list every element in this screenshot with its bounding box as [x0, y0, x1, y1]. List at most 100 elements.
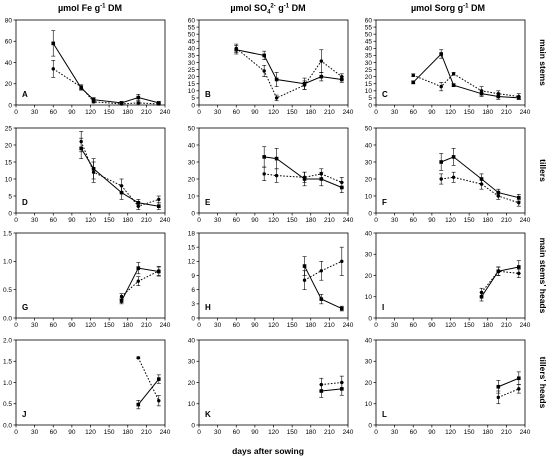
y-tick-label: 45	[188, 39, 196, 46]
y-tick-label: 30	[365, 159, 373, 166]
y-tick-label: 40	[5, 60, 13, 67]
data-point	[319, 74, 324, 79]
panel-label: F	[382, 198, 387, 207]
y-tick-label: 0	[368, 315, 372, 322]
plot-frame	[375, 232, 526, 319]
y-tick-label: 10	[188, 193, 196, 200]
column-title-1: µmol Fe g-1 DM	[58, 3, 122, 13]
panel-label: E	[205, 198, 211, 207]
x-tick-label: 30	[391, 217, 399, 224]
series-dotted	[302, 246, 344, 290]
data-point	[119, 102, 124, 106]
y-tick-label: 60	[365, 17, 373, 24]
y-tick-label: 1.5	[3, 359, 12, 366]
y-tick-label: 20	[365, 380, 373, 387]
y-tick-label: 0.0	[3, 315, 12, 322]
data-point	[136, 204, 141, 208]
x-axis-title: days after sowing	[232, 446, 304, 456]
panel-d: 0 30 60 90 120 150 180 210 240 0 5 10 15 20 25 D	[5, 125, 171, 224]
x-tick-label: 30	[31, 429, 39, 436]
y-tick-label: 50	[188, 31, 196, 38]
x-tick-label: 240	[160, 322, 171, 329]
y-tick-label: 40	[188, 142, 196, 149]
series-solid	[136, 374, 161, 410]
panel-label: L	[382, 410, 387, 419]
x-tick-label: 90	[428, 217, 436, 224]
x-tick-label: 30	[391, 109, 399, 116]
series-dotted	[496, 384, 521, 405]
series-line	[80, 148, 159, 207]
data-point	[156, 204, 161, 208]
x-tick-label: 180	[305, 322, 316, 329]
x-tick-label: 0	[374, 322, 378, 329]
x-tick-label: 180	[122, 217, 133, 224]
data-point	[517, 271, 521, 276]
y-tick-label: 50	[188, 125, 196, 132]
x-tick-label: 150	[464, 322, 475, 329]
panel-h: 0 30 60 90 120 150 180 210 240 0 3 6 9 12 15 18 H	[188, 230, 354, 329]
data-point	[516, 265, 521, 269]
data-point	[157, 197, 161, 202]
data-point	[91, 170, 96, 174]
data-point	[136, 101, 141, 105]
x-tick-label: 210	[324, 429, 335, 436]
y-tick-label: 20	[188, 176, 196, 183]
x-tick-label: 120	[85, 217, 96, 224]
y-tick-label: 40	[188, 46, 196, 53]
panel-k: 0 30 60 90 120 150 180 210 240 0 10 20 30 40 K	[188, 337, 354, 436]
data-point	[274, 96, 279, 100]
x-tick-label: 210	[141, 322, 152, 329]
y-tick-label: 15	[5, 159, 13, 166]
y-tick-label: 5	[8, 193, 12, 200]
y-tick-label: 55	[365, 24, 373, 31]
x-tick-label: 90	[428, 109, 436, 116]
series-line	[413, 73, 519, 97]
y-tick-label: 20	[5, 142, 13, 149]
x-tick-label: 180	[122, 322, 133, 329]
panel-l: 0 30 60 90 120 150 180 210 240 0 10 20 30 40 L	[365, 337, 531, 436]
x-tick-label: 180	[482, 322, 493, 329]
data-point	[262, 69, 266, 73]
x-tick-label: 240	[343, 109, 354, 116]
x-tick-label: 120	[445, 217, 456, 224]
panel-j: 0 30 60 90 120 150 180 210 240 0.0 0.5 1.0 1.5 2.0 J	[3, 337, 171, 436]
data-point	[439, 160, 443, 164]
series-dotted	[79, 131, 161, 210]
plot-frame	[375, 19, 526, 106]
y-tick-label: 15	[365, 81, 373, 88]
x-tick-label: 0	[374, 217, 378, 224]
data-point	[274, 173, 279, 178]
data-point	[496, 384, 501, 389]
x-tick-label: 150	[464, 217, 475, 224]
row-title-2: tillers	[538, 159, 548, 182]
y-tick-label: 10	[188, 88, 196, 95]
row-title-4: tillers' heads	[538, 357, 548, 409]
x-tick-label: 60	[233, 429, 241, 436]
y-tick-label: 50	[365, 125, 373, 132]
data-point	[119, 184, 124, 188]
x-tick-label: 90	[68, 109, 76, 116]
data-point	[496, 91, 501, 96]
y-tick-label: 0.0	[3, 422, 12, 429]
x-tick-label: 120	[85, 322, 96, 329]
series-dotted	[319, 375, 344, 392]
series-dotted	[262, 166, 344, 188]
series-solid	[439, 148, 521, 202]
x-tick-label: 240	[520, 322, 531, 329]
y-tick-label: 30	[365, 359, 373, 366]
data-point	[51, 41, 56, 46]
plot-frame	[198, 339, 349, 426]
series-line	[441, 176, 519, 204]
y-tick-label: 0	[8, 102, 12, 109]
data-point	[496, 395, 501, 400]
data-point	[479, 182, 484, 186]
x-tick-label: 120	[268, 109, 279, 116]
data-point	[340, 380, 344, 385]
series-dotted	[479, 266, 521, 298]
x-tick-label: 30	[391, 322, 399, 329]
data-point	[79, 139, 83, 144]
y-tick-label: 15	[188, 81, 196, 88]
x-tick-label: 240	[520, 429, 531, 436]
y-tick-label: 0	[8, 210, 12, 217]
